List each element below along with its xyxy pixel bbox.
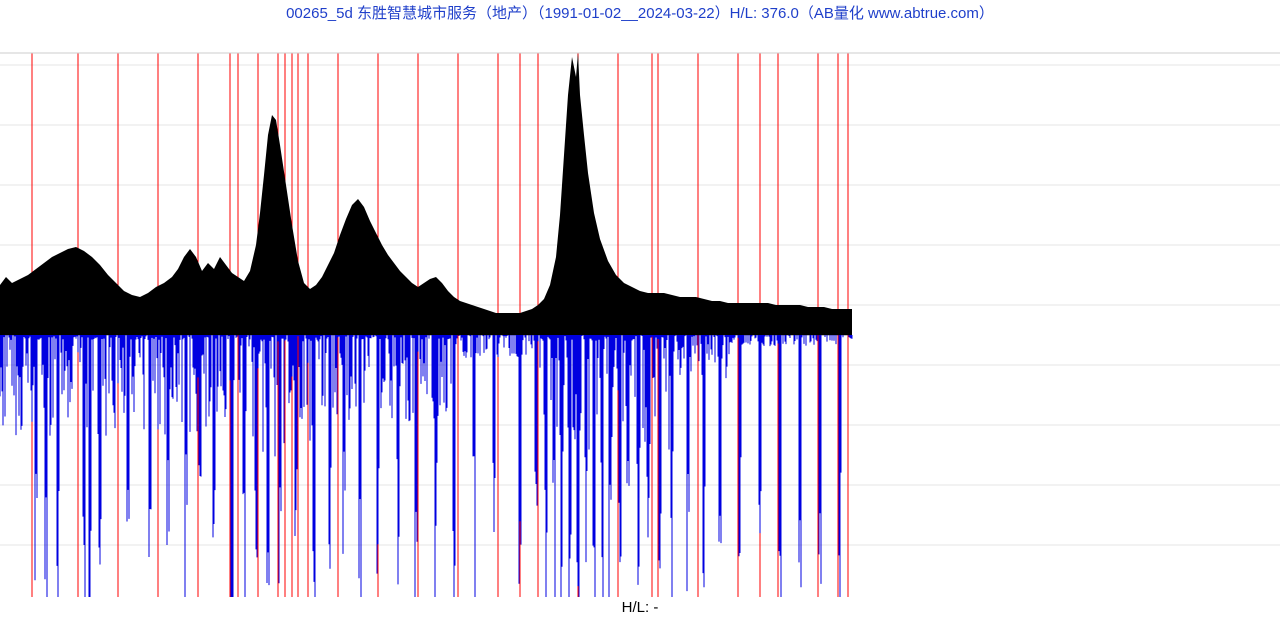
chart-footer: H/L: - [0, 597, 1280, 616]
chart-footer-text: H/L: - [622, 599, 659, 616]
chart-area [0, 25, 1280, 597]
chart-svg [0, 25, 1280, 597]
chart-title-text: 00265_5d 东胜智慧城市服务（地产）（1991-01-02__2024-0… [286, 5, 994, 22]
chart-title: 00265_5d 东胜智慧城市服务（地产）（1991-01-02__2024-0… [0, 0, 1280, 25]
